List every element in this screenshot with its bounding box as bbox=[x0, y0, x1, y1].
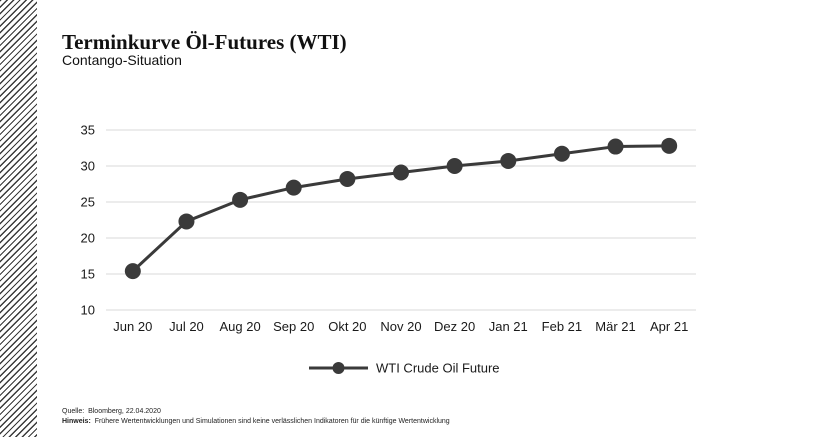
x-tick-label: Mär 21 bbox=[595, 319, 635, 334]
x-tick-label: Dez 20 bbox=[434, 319, 475, 334]
y-tick-label: 20 bbox=[81, 231, 95, 246]
data-point bbox=[339, 170, 356, 187]
x-tick-label: Apr 21 bbox=[650, 319, 688, 334]
disclaimer-label: Hinweis: bbox=[62, 418, 91, 425]
data-point bbox=[285, 179, 302, 196]
x-tick-label: Jun 20 bbox=[113, 319, 152, 334]
data-point bbox=[124, 263, 141, 280]
y-tick-label: 35 bbox=[81, 123, 95, 138]
data-point bbox=[607, 138, 624, 155]
disclaimer-note: Hinweis: Frühere Wertentwicklungen und S… bbox=[62, 418, 450, 425]
hatched-border bbox=[0, 0, 37, 437]
grid-lines bbox=[106, 129, 696, 311]
legend: WTI Crude Oil Future bbox=[309, 361, 500, 376]
source-note: Quelle: Bloomberg, 22.04.2020 bbox=[62, 408, 161, 415]
chart-subtitle: Contango-Situation bbox=[62, 52, 182, 68]
y-tick-label: 10 bbox=[81, 303, 95, 318]
data-point bbox=[553, 145, 570, 162]
y-tick-label: 30 bbox=[81, 159, 95, 174]
x-tick-label: Jan 21 bbox=[489, 319, 528, 334]
x-tick-label: Aug 20 bbox=[219, 319, 260, 334]
series-wti bbox=[124, 137, 678, 280]
x-tick-label: Nov 20 bbox=[380, 319, 421, 334]
data-point bbox=[500, 152, 517, 169]
x-tick-label: Jul 20 bbox=[169, 319, 204, 334]
legend-label: WTI Crude Oil Future bbox=[376, 361, 500, 376]
legend-marker bbox=[332, 362, 345, 374]
source-text: Bloomberg, 22.04.2020 bbox=[88, 408, 161, 415]
disclaimer-text: Frühere Wertentwicklungen und Simulation… bbox=[94, 418, 450, 425]
x-tick-label: Okt 20 bbox=[328, 319, 366, 334]
axis-labels: 10 15 20 25 30 35 Jun 20 Jul 20 Aug 20 Sep 20 Okt … bbox=[81, 123, 689, 335]
chart-title: Terminkurve Öl-Futures (WTI) bbox=[62, 30, 347, 54]
data-point bbox=[178, 213, 195, 230]
x-tick-label: Feb 21 bbox=[542, 319, 582, 334]
data-point bbox=[232, 191, 249, 208]
source-label: Quelle: bbox=[62, 408, 85, 415]
data-point bbox=[661, 137, 678, 154]
data-point bbox=[446, 158, 463, 174]
data-point bbox=[393, 164, 409, 181]
y-tick-label: 25 bbox=[81, 195, 95, 210]
x-tick-label: Sep 20 bbox=[273, 319, 314, 334]
y-tick-label: 15 bbox=[81, 267, 95, 282]
